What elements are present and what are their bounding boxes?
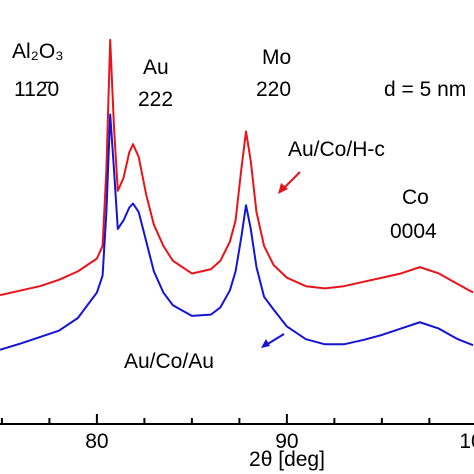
annotation: 112̄0 <box>14 78 59 101</box>
x-axis-label: 2θ [deg] <box>249 448 325 471</box>
arrow-head <box>278 183 288 194</box>
annotation: Mo <box>262 46 291 69</box>
x-tick-label: 80 <box>85 430 108 453</box>
annotation: Al₂O₃ <box>12 40 64 63</box>
legend-label: Au/Co/Au <box>124 350 214 373</box>
x-tick-label: 90 <box>275 430 298 453</box>
arrow-head <box>261 339 270 348</box>
legend-label: Au/Co/H-c <box>288 138 385 161</box>
annotation: 222 <box>138 88 173 111</box>
annotation: d = 5 nm <box>384 78 466 101</box>
annotation: 0004 <box>390 220 437 243</box>
arrow <box>265 333 285 346</box>
annotation: Au <box>143 56 169 79</box>
annotation: 220 <box>256 78 291 101</box>
plot-area <box>0 38 474 351</box>
x-tick-label: 100 <box>459 430 474 453</box>
annotation: Co <box>402 186 429 209</box>
series-line <box>0 113 474 351</box>
series-line <box>0 38 474 297</box>
